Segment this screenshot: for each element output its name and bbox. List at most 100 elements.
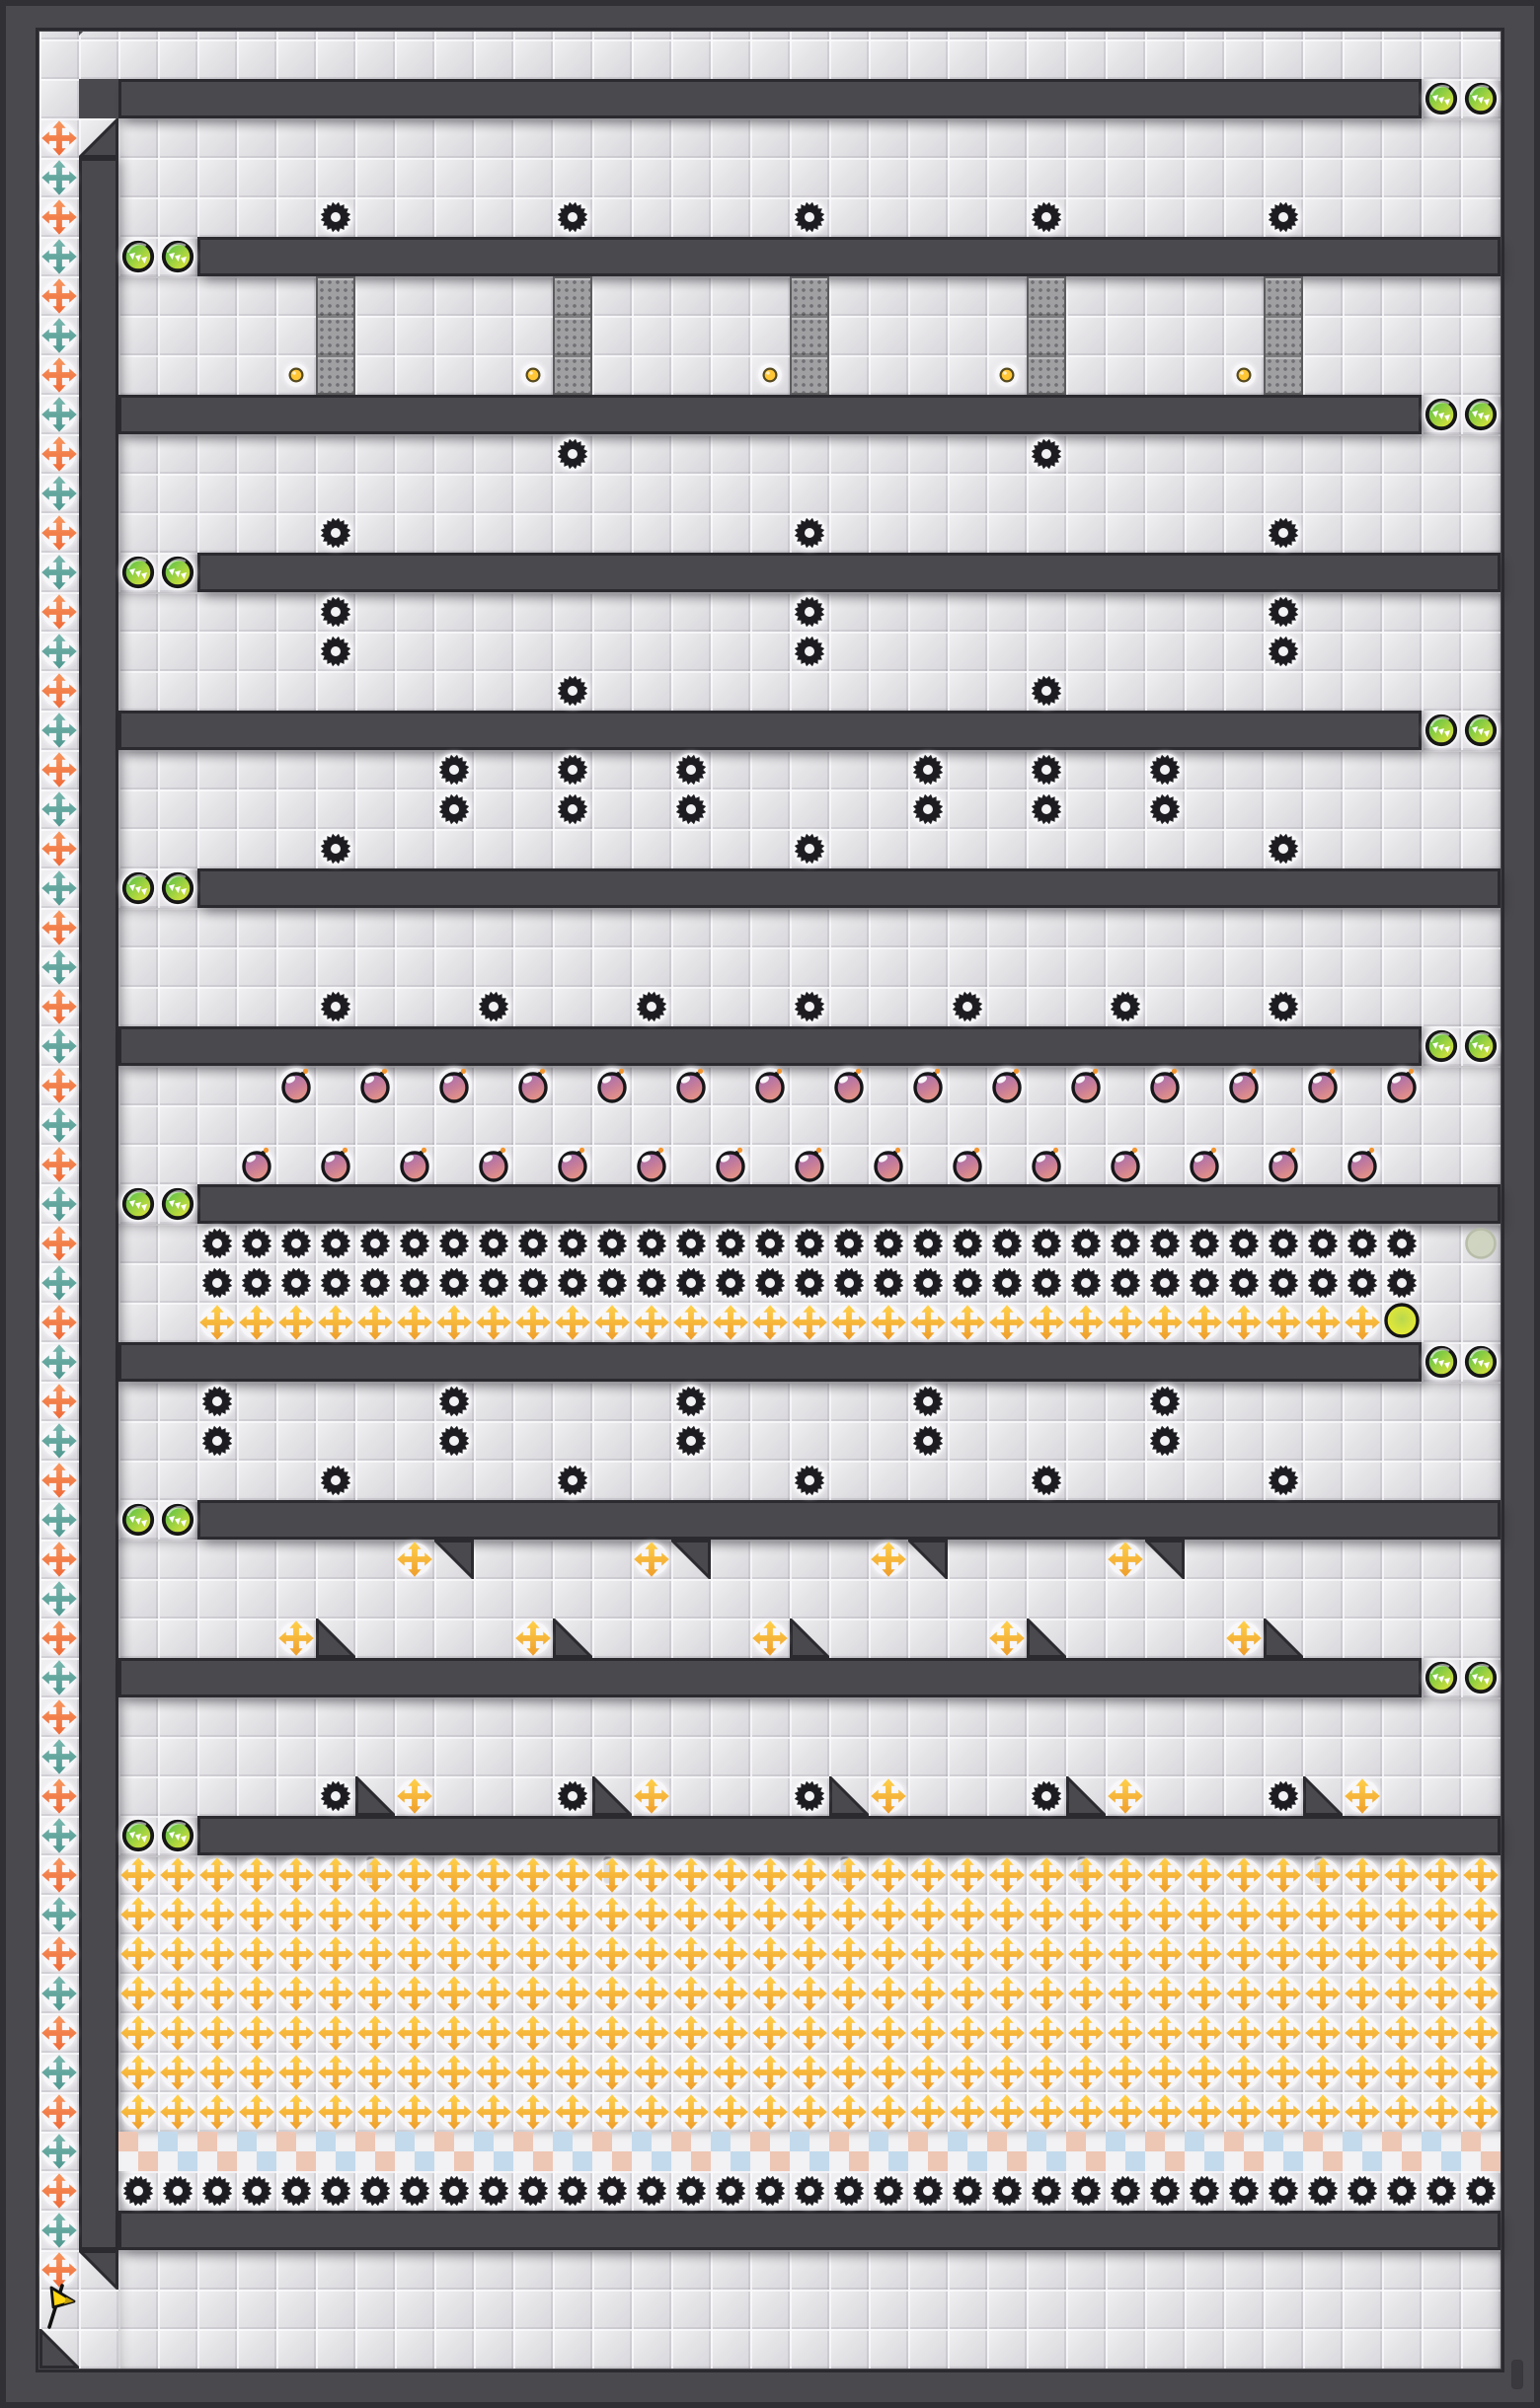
gold-cross-icon bbox=[1224, 1974, 1264, 2013]
gold-cross-icon bbox=[869, 1776, 908, 1816]
checker-cell bbox=[1046, 2151, 1066, 2171]
saw-gear-icon bbox=[553, 671, 592, 711]
saw-gear-icon bbox=[553, 1224, 592, 1263]
green-token-icon bbox=[120, 239, 156, 274]
gold-cross-icon bbox=[434, 1974, 474, 2013]
saw-gear-icon bbox=[671, 1263, 711, 1303]
checker-cell bbox=[1264, 2132, 1283, 2151]
green-token-icon bbox=[120, 870, 156, 906]
saw-gear-icon bbox=[197, 1382, 237, 1421]
saw-gear-icon bbox=[711, 2171, 750, 2211]
gold-cross-icon bbox=[1382, 1855, 1422, 1895]
gold-cross-icon bbox=[1343, 1855, 1382, 1895]
orange-cross-icon bbox=[39, 1855, 79, 1895]
gold-cross-icon bbox=[553, 2013, 592, 2053]
orange-cross-icon bbox=[39, 908, 79, 947]
saw-gear-icon bbox=[790, 829, 829, 868]
saw-gear-icon bbox=[790, 513, 829, 553]
gold-cross-icon bbox=[197, 1895, 237, 1934]
gold-cross-icon bbox=[1185, 2092, 1224, 2132]
gold-cross-icon bbox=[869, 2013, 908, 2053]
gold-cross-icon bbox=[671, 2013, 711, 2053]
gold-cross-icon bbox=[1027, 2053, 1066, 2092]
orange-cross-icon bbox=[39, 987, 79, 1026]
gold-cross-icon bbox=[671, 1974, 711, 2013]
gold-cross-icon bbox=[948, 2053, 987, 2092]
checker-cell bbox=[573, 2151, 592, 2171]
checker-cell bbox=[987, 2132, 1007, 2151]
bomb-icon bbox=[1264, 1144, 1303, 1185]
gold-cross-icon bbox=[553, 1974, 592, 2013]
gold-cross-icon bbox=[750, 2092, 790, 2132]
bomb-icon bbox=[711, 1144, 750, 1185]
green-token-icon bbox=[160, 1502, 195, 1538]
checker-cell bbox=[1165, 2151, 1185, 2171]
green-token-icon bbox=[120, 1818, 156, 1853]
gold-cross-icon bbox=[395, 2092, 434, 2132]
teal-cross-icon bbox=[39, 1026, 79, 1066]
saw-gear-icon bbox=[474, 1263, 513, 1303]
gold-cross-icon bbox=[118, 1895, 158, 1934]
dotted-block-column bbox=[1264, 276, 1303, 395]
saw-gear-icon bbox=[987, 1263, 1027, 1303]
diagonal-block bbox=[1142, 1540, 1185, 1582]
saw-gear-icon bbox=[316, 1776, 355, 1816]
gold-cross-icon bbox=[237, 2053, 276, 2092]
checker-cell bbox=[415, 2151, 434, 2171]
gold-cross-icon bbox=[118, 2053, 158, 2092]
gold-cross-icon bbox=[513, 2053, 553, 2092]
bomb-icon bbox=[829, 1065, 869, 1106]
green-token-icon bbox=[1463, 1028, 1499, 1064]
gold-cross-icon bbox=[829, 2092, 869, 2132]
saw-gear-icon bbox=[118, 2171, 158, 2211]
gold-cross-icon bbox=[1027, 1303, 1066, 1342]
gold-cross-icon bbox=[1224, 1934, 1264, 1974]
diagonal-block bbox=[39, 2326, 82, 2369]
green-token-icon bbox=[1424, 397, 1459, 432]
gold-cross-icon bbox=[908, 2013, 948, 2053]
gold-cross-icon bbox=[592, 1974, 632, 2013]
saw-gear-icon bbox=[434, 1421, 474, 1461]
saw-gear-icon bbox=[513, 2171, 553, 2211]
gold-cross-icon bbox=[355, 2092, 395, 2132]
saw-gear-icon bbox=[1264, 592, 1303, 632]
gold-cross-icon bbox=[395, 1895, 434, 1934]
saw-gear-icon bbox=[592, 1263, 632, 1303]
gold-cross-icon bbox=[355, 1974, 395, 2013]
gold-cross-icon bbox=[197, 1934, 237, 1974]
gold-cross-icon bbox=[1422, 1855, 1461, 1895]
gold-cross-icon bbox=[395, 1540, 434, 1579]
gold-cross-icon bbox=[158, 1855, 197, 1895]
saw-gear-icon bbox=[592, 1224, 632, 1263]
gold-cross-icon bbox=[1422, 1895, 1461, 1934]
saw-gear-icon bbox=[1185, 1224, 1224, 1263]
gold-cross-icon bbox=[750, 1895, 790, 1934]
platform-bar bbox=[118, 2211, 1501, 2250]
gold-cross-icon bbox=[790, 1303, 829, 1342]
orange-cross-icon bbox=[39, 1618, 79, 1658]
green-token-icon bbox=[160, 870, 195, 906]
saw-gear-icon bbox=[316, 987, 355, 1026]
gold-cross-icon bbox=[592, 1855, 632, 1895]
green-token-icon bbox=[160, 1186, 195, 1222]
gold-cross-icon bbox=[434, 1855, 474, 1895]
saw-gear-icon bbox=[1106, 1263, 1145, 1303]
saw-gear-icon bbox=[434, 790, 474, 829]
green-token-icon bbox=[120, 555, 156, 590]
green-token-icon bbox=[1463, 1660, 1499, 1695]
saw-gear-icon bbox=[553, 790, 592, 829]
saw-gear-icon bbox=[1264, 987, 1303, 1026]
green-token-icon bbox=[1424, 1660, 1459, 1695]
checker-cell bbox=[217, 2151, 237, 2171]
checker-cell bbox=[474, 2132, 494, 2151]
gold-cross-icon bbox=[908, 2092, 948, 2132]
checker-cell bbox=[454, 2151, 474, 2171]
orange-cross-icon bbox=[39, 1066, 79, 1105]
bomb-icon bbox=[276, 1065, 316, 1106]
gold-cross-icon bbox=[355, 1855, 395, 1895]
saw-gear-icon bbox=[1303, 2171, 1343, 2211]
gold-cross-icon bbox=[316, 1303, 355, 1342]
gold-cross-icon bbox=[632, 1974, 671, 2013]
orange-cross-icon bbox=[39, 197, 79, 237]
